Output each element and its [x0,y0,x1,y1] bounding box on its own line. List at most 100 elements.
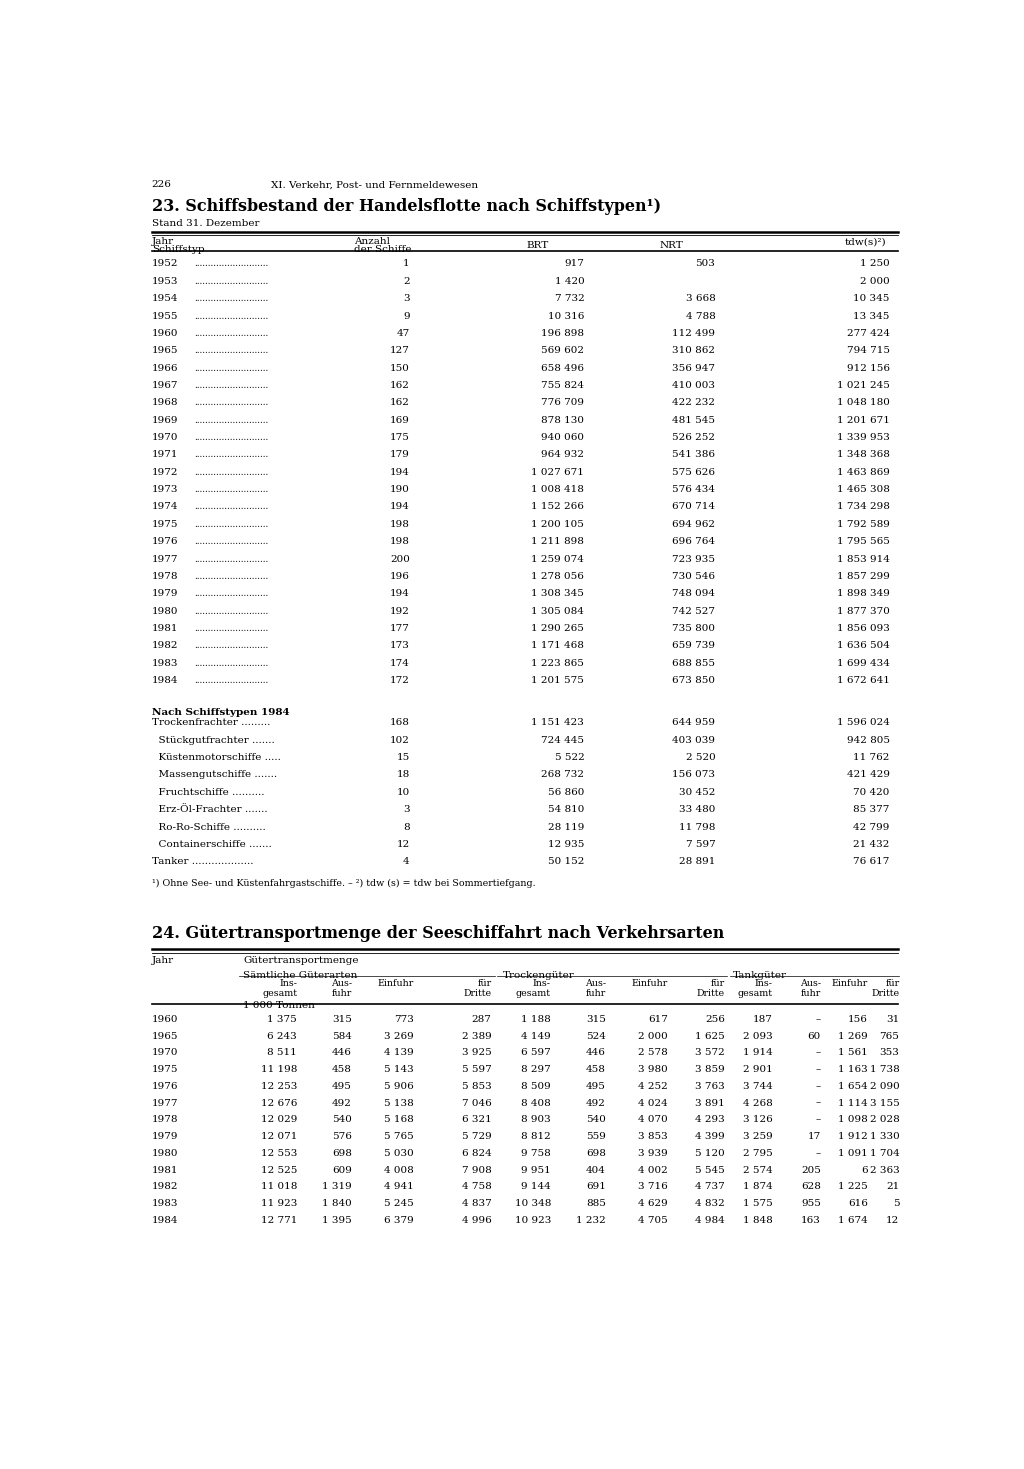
Text: 173: 173 [390,642,410,651]
Text: 524: 524 [586,1031,606,1040]
Text: 1975: 1975 [152,520,178,529]
Text: 1 734 298: 1 734 298 [837,502,890,511]
Text: 11 762: 11 762 [853,754,890,762]
Text: 3 763: 3 763 [695,1081,725,1091]
Text: 1953: 1953 [152,276,178,286]
Text: 735 800: 735 800 [673,624,715,633]
Text: 503: 503 [695,260,715,269]
Text: 1 008 418: 1 008 418 [531,485,585,494]
Text: 190: 190 [390,485,410,494]
Text: 4 629: 4 629 [638,1199,668,1208]
Text: 1975: 1975 [152,1065,178,1074]
Text: 1 654: 1 654 [838,1081,867,1091]
Text: Dritte: Dritte [463,989,492,997]
Text: Containerschiffe .......: Containerschiffe ....... [152,840,271,849]
Text: 4: 4 [403,858,410,867]
Text: 4 837: 4 837 [462,1199,492,1208]
Text: 628: 628 [801,1183,821,1191]
Text: ...........................: ........................... [194,642,268,651]
Text: 1978: 1978 [152,571,178,580]
Text: 4 008: 4 008 [384,1165,414,1175]
Text: 7 732: 7 732 [555,294,585,303]
Text: Ro-Ro-Schiffe ..........: Ro-Ro-Schiffe .......... [152,823,265,831]
Text: 3 980: 3 980 [638,1065,668,1074]
Text: 10 345: 10 345 [853,294,890,303]
Text: 1 048 180: 1 048 180 [837,398,890,407]
Text: 6: 6 [861,1165,867,1175]
Text: 102: 102 [390,736,410,745]
Text: 421 429: 421 429 [847,770,890,780]
Text: Einfuhr: Einfuhr [378,978,414,987]
Text: 175: 175 [390,433,410,442]
Text: 1 348 368: 1 348 368 [837,451,890,460]
Text: 1981: 1981 [152,624,178,633]
Text: 194: 194 [390,502,410,511]
Text: 878 130: 878 130 [542,416,585,425]
Text: 162: 162 [390,380,410,389]
Text: 1 339 953: 1 339 953 [837,433,890,442]
Text: 765: 765 [880,1031,899,1040]
Text: 4 149: 4 149 [521,1031,551,1040]
Text: 196: 196 [390,571,410,580]
Text: 50 152: 50 152 [548,858,585,867]
Text: ...........................: ........................... [194,311,268,320]
Text: 1 848: 1 848 [742,1216,772,1225]
Text: 2 520: 2 520 [685,754,715,762]
Text: 76 617: 76 617 [853,858,890,867]
Text: Ins-: Ins- [279,978,297,987]
Text: 56 860: 56 860 [548,787,585,796]
Text: 1 098: 1 098 [838,1115,867,1124]
Text: 673 850: 673 850 [673,676,715,685]
Text: 5 853: 5 853 [462,1081,492,1091]
Text: 2 901: 2 901 [742,1065,772,1074]
Text: 3: 3 [403,805,410,814]
Text: 1 420: 1 420 [555,276,585,286]
Text: 492: 492 [586,1099,606,1108]
Text: 1 319: 1 319 [322,1183,352,1191]
Text: 1 114: 1 114 [838,1099,867,1108]
Text: 8: 8 [403,823,410,831]
Text: 917: 917 [564,260,585,269]
Text: 169: 169 [390,416,410,425]
Text: 1 027 671: 1 027 671 [531,467,585,477]
Text: 1954: 1954 [152,294,178,303]
Text: Tanker ...................: Tanker ................... [152,858,253,867]
Text: 773: 773 [394,1015,414,1024]
Text: 11 198: 11 198 [261,1065,297,1074]
Text: ...........................: ........................... [194,571,268,580]
Text: 8 297: 8 297 [521,1065,551,1074]
Text: für: für [477,978,492,987]
Text: 742 527: 742 527 [673,607,715,616]
Text: 698: 698 [332,1149,352,1158]
Text: 1 000 Tonnen: 1 000 Tonnen [243,1002,315,1011]
Text: 1965: 1965 [152,1031,178,1040]
Text: 2 090: 2 090 [869,1081,899,1091]
Text: 3 269: 3 269 [384,1031,414,1040]
Text: 694 962: 694 962 [673,520,715,529]
Text: 559: 559 [586,1133,606,1141]
Text: 5 245: 5 245 [384,1199,414,1208]
Text: Nach Schiffstypen 1984: Nach Schiffstypen 1984 [152,708,290,717]
Text: 1 201 671: 1 201 671 [837,416,890,425]
Text: 1967: 1967 [152,380,178,389]
Text: 492: 492 [332,1099,352,1108]
Text: –: – [815,1065,821,1074]
Text: Aus-: Aus- [585,978,606,987]
Text: Aus-: Aus- [331,978,352,987]
Text: 4 996: 4 996 [462,1216,492,1225]
Text: 10 348: 10 348 [515,1199,551,1208]
Text: ...........................: ........................... [194,520,268,529]
Text: 1 853 914: 1 853 914 [837,555,890,564]
Text: ...........................: ........................... [194,451,268,460]
Text: 28 119: 28 119 [548,823,585,831]
Text: 422 232: 422 232 [673,398,715,407]
Text: 12: 12 [396,840,410,849]
Text: 30 452: 30 452 [679,787,715,796]
Text: 403 039: 403 039 [673,736,715,745]
Text: –: – [815,1015,821,1024]
Text: 353: 353 [880,1049,899,1058]
Text: 1 738: 1 738 [869,1065,899,1074]
Text: 8 903: 8 903 [521,1115,551,1124]
Text: 2 000: 2 000 [638,1031,668,1040]
Text: Schiffstyp: Schiffstyp [152,245,205,254]
